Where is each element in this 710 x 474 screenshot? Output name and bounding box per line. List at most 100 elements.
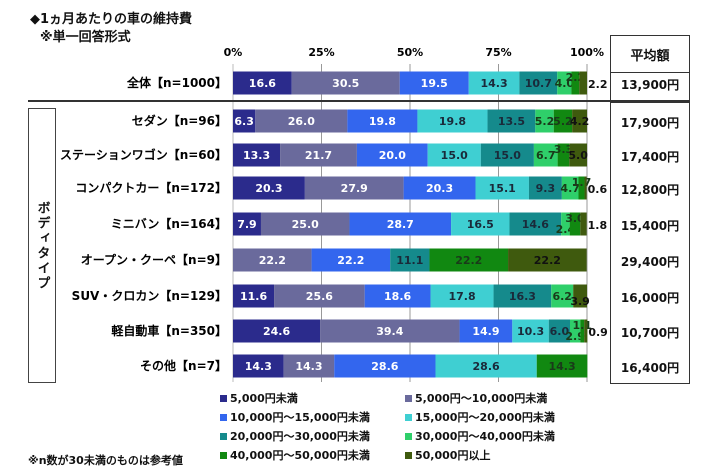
legend-swatch — [220, 413, 227, 421]
bar-value-label: 14.6 — [522, 218, 549, 231]
bar-value-label: 1.8 — [588, 219, 608, 232]
bar-value-label: 24.6 — [263, 325, 290, 338]
bar-segment — [528, 176, 562, 200]
bar-segment — [509, 212, 562, 236]
bar-value-label: 5.2 — [535, 115, 555, 128]
average-header: 平均額 — [611, 36, 689, 73]
bar-segment — [519, 71, 558, 95]
bar-segment — [584, 176, 587, 200]
bar-value-label: 15.0 — [441, 149, 468, 162]
bar-segment — [417, 109, 488, 133]
average-value: 16,000円 — [620, 291, 680, 305]
bar-segment — [364, 284, 431, 308]
bar-segment — [399, 71, 469, 95]
bar-segment — [571, 71, 580, 95]
bar-segment — [280, 143, 357, 167]
legend: 5,000円未満 5,000円～10,000円未満 10,000円～15,000円未… — [220, 390, 610, 463]
bar-segment — [553, 109, 573, 133]
x-tick-label: 100% — [570, 46, 604, 59]
bar-segment — [451, 212, 510, 236]
legend-label: 15,000円～20,000円未満 — [415, 411, 555, 424]
bar-segment — [584, 319, 588, 343]
bar-value-label: 30.5 — [332, 77, 359, 90]
row-label: オープン・クーペ【n=9】 — [81, 252, 227, 267]
bar-value-label: 7.9 — [237, 218, 257, 231]
bar-value-label: 2.2 — [588, 78, 608, 91]
row-label: SUV・クロカン【n=129】 — [72, 288, 227, 303]
bar-segment — [260, 212, 350, 236]
bar-value-label: 14.3 — [481, 77, 508, 90]
bar-value-label: 19.8 — [439, 115, 466, 128]
legend-label: 30,000円～40,000円未満 — [415, 430, 555, 443]
average-value: 16,400円 — [620, 361, 680, 375]
average-value: 10,700円 — [620, 326, 680, 340]
bar-segment — [459, 319, 513, 343]
bar-value-label: 4.0 — [555, 77, 575, 90]
row-label: 全体【n=1000】 — [126, 75, 227, 90]
bar-value-label: 20.0 — [379, 149, 406, 162]
bar-value-label: 10.3 — [517, 325, 544, 338]
bar-segment — [569, 143, 587, 167]
legend-item: 20,000円～30,000円未満 — [220, 428, 405, 444]
legend-label: 50,000円以上 — [415, 449, 491, 462]
bar-value-label: 11.6 — [240, 290, 267, 303]
legend-label: 5,000円～10,000円未満 — [415, 392, 548, 405]
bar-value-label: 28.6 — [473, 360, 500, 373]
bar-segment — [233, 143, 281, 167]
bar-segment — [548, 319, 571, 343]
bar-value-label: 15.0 — [494, 149, 521, 162]
bar-value-label: 11.1 — [396, 254, 423, 267]
bar-value-label: 17.8 — [448, 290, 475, 303]
average-column: 平均額 13,900円 17,900円 17,400円 12,800円 15,400円 2… — [610, 35, 690, 384]
bar-segment — [557, 143, 570, 167]
average-value: 17,900円 — [620, 116, 680, 130]
body-type-group-box: ボディタイプ — [28, 108, 56, 383]
bar-value-label: 2.9 — [565, 330, 585, 343]
bar-value-label: 14.3 — [295, 360, 322, 373]
bar-segment — [493, 284, 552, 308]
row-label: ミニバン【n=164】 — [111, 216, 227, 231]
bar-segment — [480, 143, 534, 167]
x-tick-label: 0% — [224, 46, 243, 59]
row-label: コンパクトカー【n=172】 — [75, 180, 227, 195]
legend-item: 30,000円～40,000円未満 — [405, 428, 605, 444]
bar-segment — [429, 248, 509, 272]
bar-segment — [233, 319, 321, 343]
bar-value-label: 18.6 — [384, 290, 411, 303]
legend-item: 10,000円～15,000円未満 — [220, 409, 405, 425]
legend-swatch — [405, 413, 412, 421]
bar-value-label: 3.0 — [565, 212, 585, 225]
x-tick-label: 25% — [308, 46, 334, 59]
bar-segment — [551, 284, 574, 308]
bar-value-label: 22.2 — [337, 254, 364, 267]
bar-value-label: 16.3 — [509, 290, 536, 303]
bar-segment — [283, 354, 335, 378]
x-tick-label: 50% — [397, 46, 423, 59]
bar-value-label: 3.9 — [570, 295, 590, 308]
legend-item: 5,000円～10,000円未満 — [405, 390, 605, 406]
bar-value-label: 20.3 — [255, 182, 282, 195]
bar-value-label: 20.3 — [426, 182, 453, 195]
bar-segment — [304, 176, 404, 200]
bar-segment — [468, 71, 520, 95]
bar-value-label: 10.7 — [525, 77, 552, 90]
legend-swatch — [405, 451, 412, 459]
legend-label: 10,000円～15,000円未満 — [230, 411, 370, 424]
bar-segment — [356, 143, 428, 167]
bar-segment — [291, 71, 400, 95]
bar-segment — [561, 212, 570, 236]
footnote: ※n数が30未満のものは参考値 — [28, 454, 183, 467]
bar-segment — [512, 319, 549, 343]
bar-segment — [233, 248, 312, 272]
legend-label: 5,000円未満 — [230, 392, 298, 405]
bar-segment — [570, 319, 581, 343]
bar-segment — [390, 248, 430, 272]
average-value: 12,800円 — [620, 183, 680, 197]
bar-segment — [403, 176, 476, 200]
bar-value-label: 15.1 — [489, 182, 516, 195]
row-label: 軽自動車【n=350】 — [111, 323, 227, 338]
bar-segment — [255, 109, 348, 133]
bar-segment — [435, 354, 537, 378]
bar-segment — [573, 284, 587, 308]
bar-value-label: 4.2 — [570, 115, 590, 128]
